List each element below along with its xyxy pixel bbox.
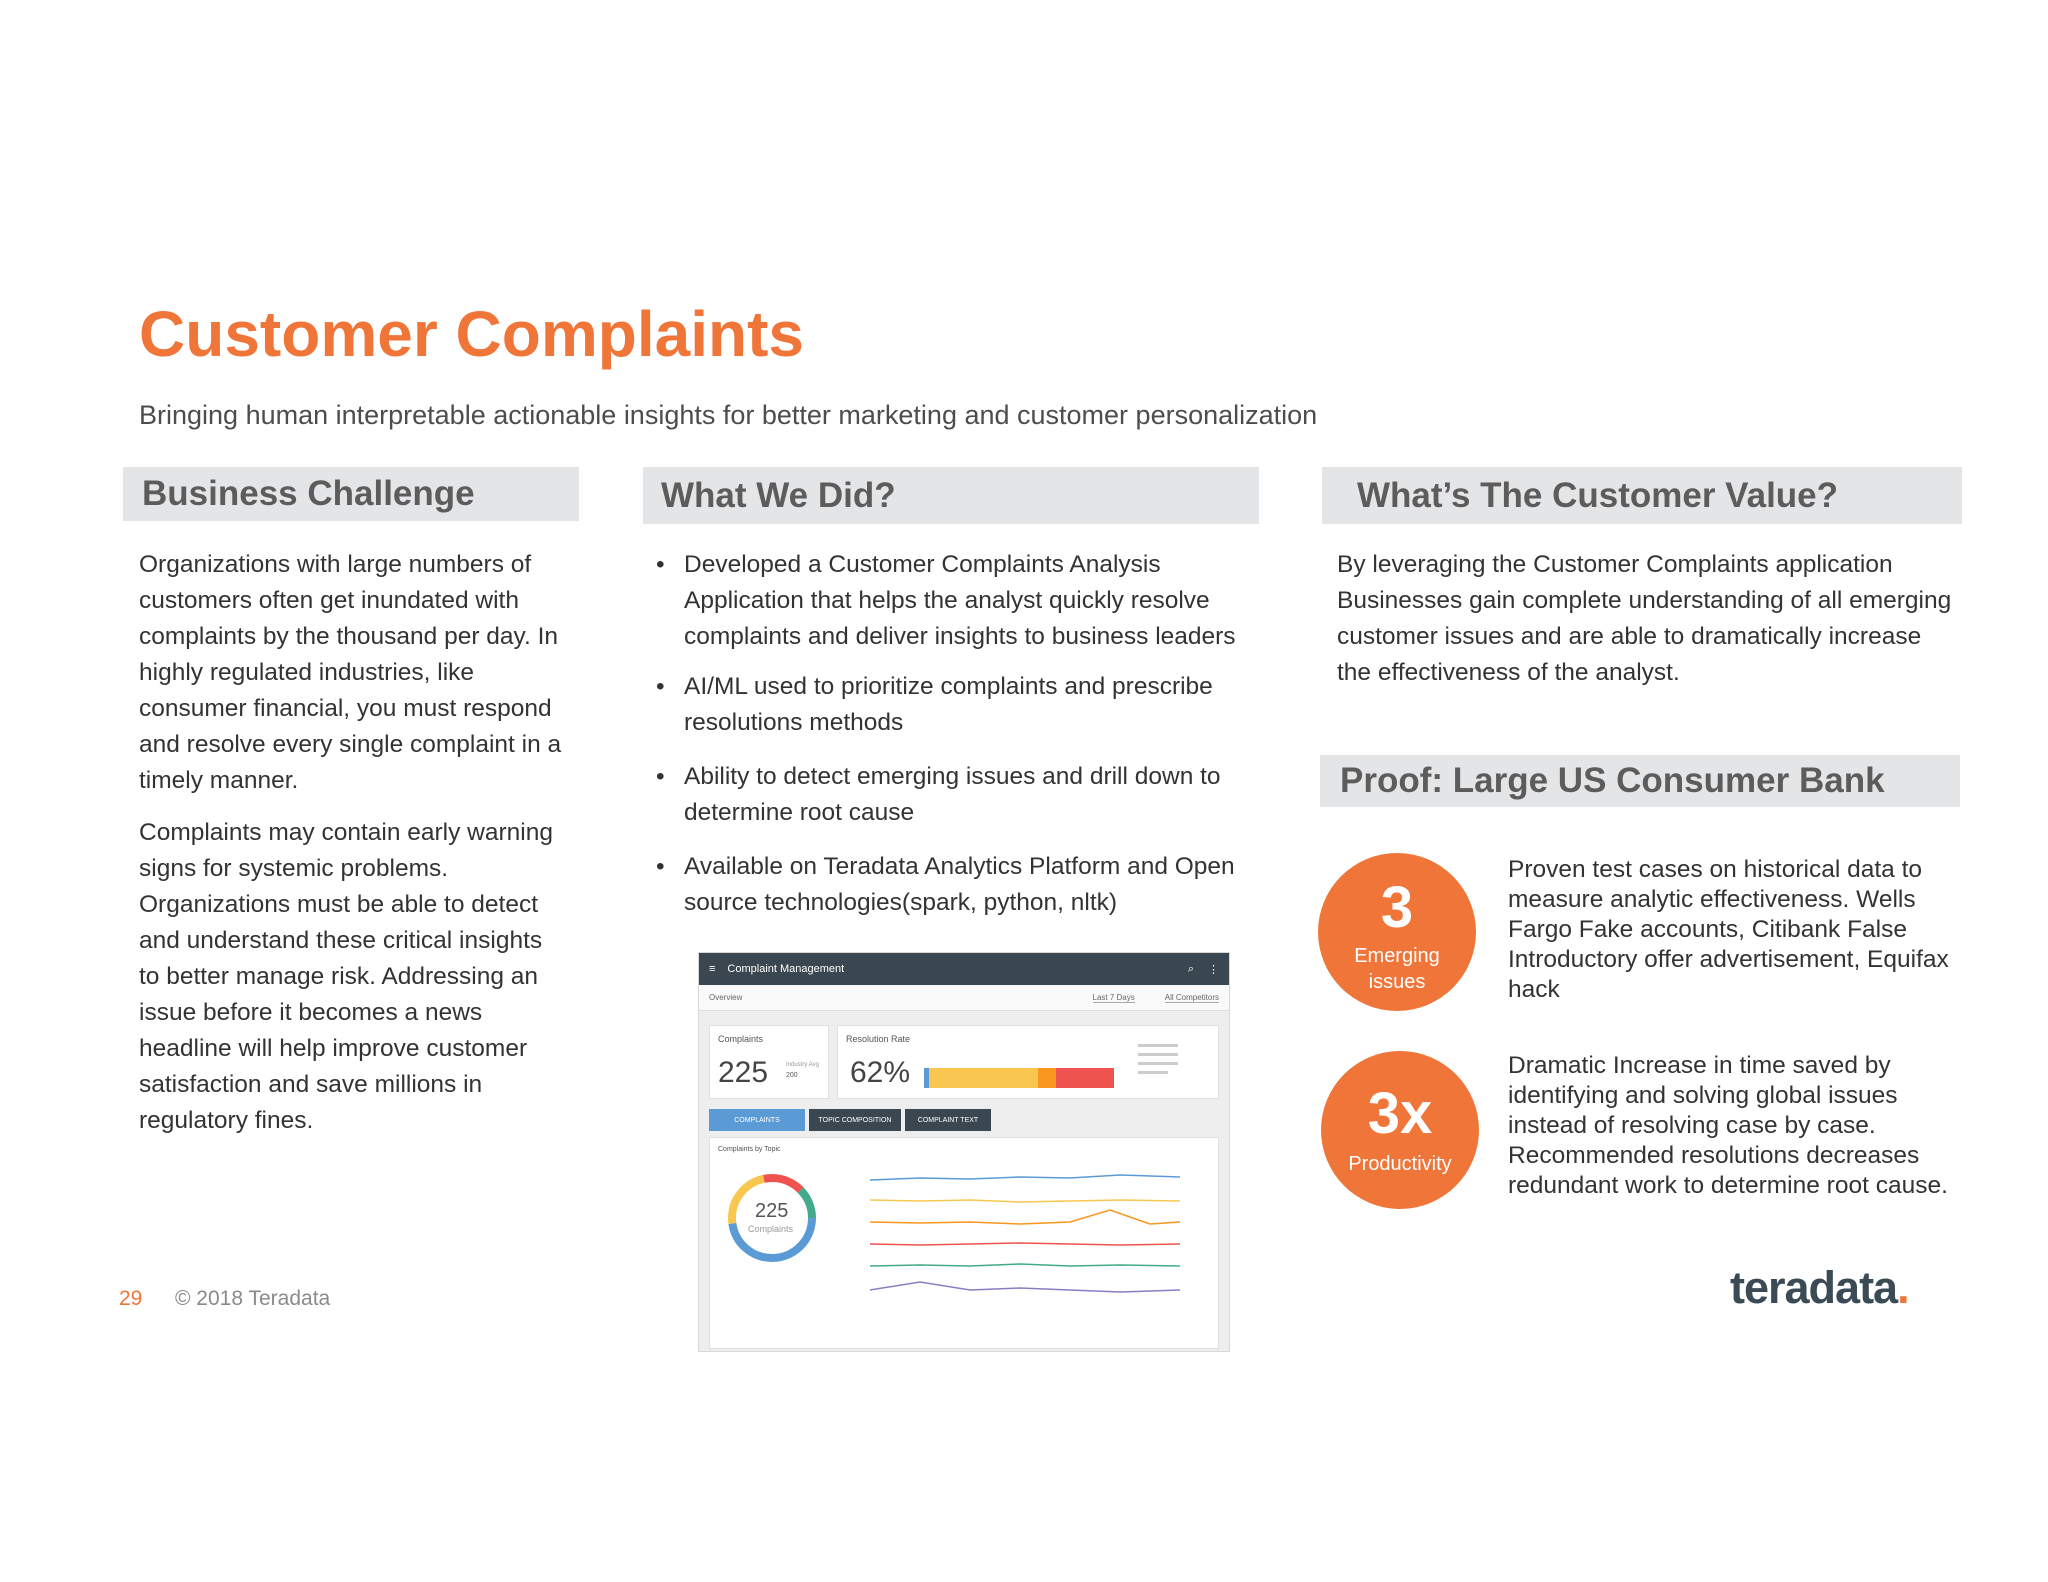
dashboard-app-title: Complaint Management <box>727 963 845 975</box>
page-number: 29 <box>119 1287 143 1310</box>
competitor-filter: All Competitors <box>1164 992 1219 1003</box>
proof-header: Proof: Large US Consumer Bank <box>1320 755 1960 807</box>
search-icon: ⌕ <box>1187 962 1194 975</box>
teradata-logo: teradata. <box>1730 1262 1910 1313</box>
proof-text-emerging: Proven test cases on historical data to … <box>1508 856 1949 1003</box>
tab-complaints[interactable]: COMPLAINTS <box>709 1109 805 1131</box>
page-title: Customer Complaints <box>139 298 804 370</box>
complaints-by-topic-label: Complaints by Topic <box>718 1146 781 1153</box>
resolution-bar-segment <box>924 1068 929 1088</box>
date-filter: Last 7 Days <box>1092 992 1135 1003</box>
bullet-icon: • <box>656 763 665 790</box>
what-we-did-header: What We Did? <box>643 467 1259 524</box>
what-we-did-list: • Developed a Customer Complaints Analysi… <box>656 547 1236 939</box>
bullet-icon: • <box>656 853 665 880</box>
resolution-value: 62% <box>850 1056 911 1089</box>
resolution-bar-segment <box>1038 1068 1056 1088</box>
bullet-icon: • <box>656 551 665 578</box>
customer-value-header: What’s The Customer Value? <box>1322 467 1962 524</box>
customer-value-heading: What’s The Customer Value? <box>1357 475 1839 515</box>
bullet-icon: • <box>656 673 665 700</box>
tab-topic-composition[interactable]: TOPIC COMPOSITION <box>809 1109 901 1131</box>
page-subtitle: Bringing human interpretable actionable … <box>139 400 1318 430</box>
productivity-stat: 3x Productivity <box>1321 1051 1479 1209</box>
business-challenge-header: Business Challenge <box>123 467 579 521</box>
business-challenge-body: Organizations with large numbers of cust… <box>139 547 569 1155</box>
complaint-dashboard-screenshot: ≡ Complaint Management ⌕ ⋮ Overview Last… <box>698 952 1230 1352</box>
industry-avg-value: 200 <box>786 1072 798 1079</box>
business-challenge-heading: Business Challenge <box>142 474 475 513</box>
resolution-legend <box>1138 1038 1208 1080</box>
business-challenge-paragraph: Complaints may contain early warning sig… <box>139 819 553 1134</box>
complaints-by-topic-card: Complaints by Topic 225 Complaints <box>709 1137 1219 1349</box>
resolution-card: Resolution Rate 62% <box>837 1025 1219 1099</box>
copyright: © 2018 Teradata <box>175 1287 331 1310</box>
donut-label: Complaints <box>748 1224 794 1234</box>
proof-heading: Proof: Large US Consumer Bank <box>1340 761 1885 800</box>
proof-text-productivity: Dramatic Increase in time saved by ident… <box>1508 1052 1948 1199</box>
list-item: • Available on Teradata Analytics Platfor… <box>656 849 1236 921</box>
list-item: • AI/ML used to prioritize complaints and… <box>656 669 1236 741</box>
resolution-bar <box>924 1068 1114 1088</box>
complaints-label: Complaints <box>718 1034 764 1044</box>
complaints-donut <box>728 1174 816 1262</box>
more-icon: ⋮ <box>1208 963 1219 976</box>
donut-value: 225 <box>755 1200 789 1222</box>
list-item: • Developed a Customer Complaints Analysi… <box>656 547 1236 655</box>
dashboard-app-bar: ≡ Complaint Management ⌕ ⋮ <box>699 953 1229 985</box>
tab-complaint-text[interactable]: COMPLAINT TEXT <box>905 1109 991 1131</box>
what-we-did-heading: What We Did? <box>661 475 896 515</box>
productivity-value: 3x <box>1367 1081 1433 1146</box>
customer-value-text: By leveraging the Customer Complaints ap… <box>1337 551 1952 686</box>
customer-value-body: By leveraging the Customer Complaints ap… <box>1337 547 1957 707</box>
business-challenge-paragraph: Organizations with large numbers of cust… <box>139 551 562 794</box>
industry-avg-label: Industry Avg <box>786 1062 819 1068</box>
emerging-issues-label: Emerging issues <box>1354 945 1440 993</box>
resolution-label: Resolution Rate <box>846 1034 911 1044</box>
emerging-issues-stat: 3 Emerging issues <box>1318 853 1476 1011</box>
overview-label: Overview <box>709 993 743 1002</box>
complaints-value: 225 <box>718 1056 769 1089</box>
list-item: • Ability to detect emerging issues and d… <box>656 759 1236 831</box>
complaints-card: Complaints 225 Industry Avg 200 <box>709 1025 829 1099</box>
productivity-label: Productivity <box>1348 1153 1452 1175</box>
emerging-issues-value: 3 <box>1380 875 1414 940</box>
topic-trend-lines <box>869 1174 1181 1293</box>
resolution-bar-segment <box>928 1068 1039 1088</box>
menu-icon: ≡ <box>709 963 716 975</box>
resolution-bar-segment <box>1055 1068 1114 1088</box>
dashboard-filter-bar: Overview Last 7 Days All Competitors <box>699 985 1229 1011</box>
